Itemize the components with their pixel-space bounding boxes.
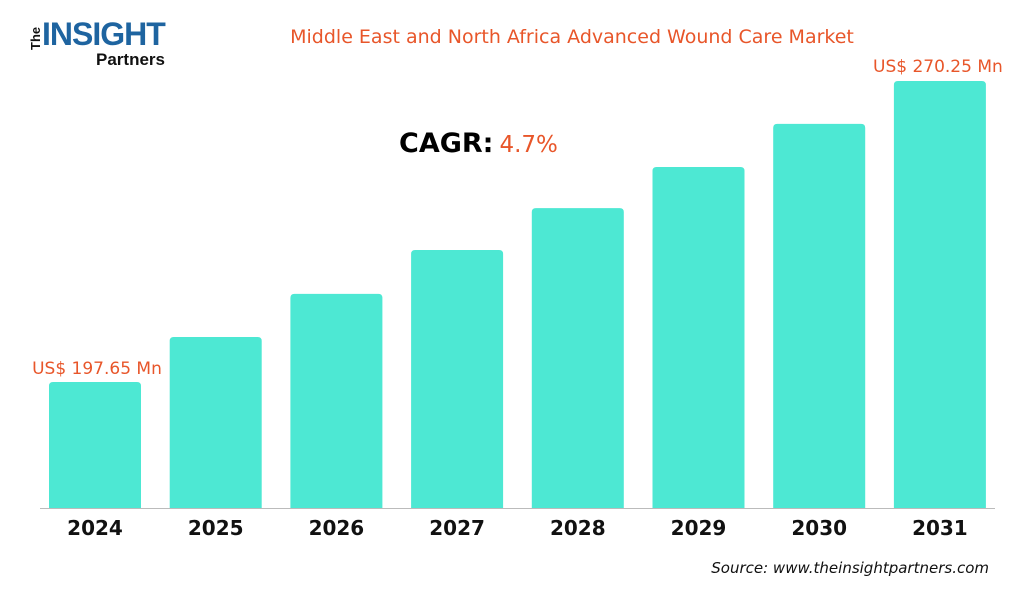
bar-2025 — [169, 337, 262, 508]
x-tick-label: 2024 — [67, 516, 123, 540]
cagr-annotation: CAGR: 4.7% — [399, 128, 558, 159]
x-tick-label: 2031 — [912, 516, 968, 540]
x-tick-label: 2025 — [188, 516, 244, 540]
bar-2030 — [773, 123, 866, 508]
data-label-last: US$ 270.25 Mn — [873, 57, 1003, 77]
x-tick-label: 2030 — [791, 516, 847, 540]
cagr-value: 4.7% — [499, 132, 558, 158]
bar-2028 — [531, 208, 624, 508]
chart-title: Middle East and North Africa Advanced Wo… — [290, 26, 854, 48]
bar-2029 — [652, 167, 745, 509]
bar-2026 — [290, 293, 383, 508]
bar-2024 — [49, 382, 141, 508]
bar-2031 — [893, 81, 986, 508]
cagr-label: CAGR: — [399, 128, 494, 159]
bar-2027 — [411, 249, 504, 509]
x-tick-label: 2029 — [671, 516, 727, 540]
logo: The INSIGHT Partners — [28, 16, 166, 69]
source-note: Source: www.theinsightpartners.com — [711, 559, 989, 577]
x-tick-label: 2027 — [429, 516, 485, 540]
x-tick-label: 2028 — [550, 516, 606, 540]
x-tick-label: 2026 — [309, 516, 365, 540]
data-label-first: US$ 197.65 Mn — [32, 359, 162, 379]
